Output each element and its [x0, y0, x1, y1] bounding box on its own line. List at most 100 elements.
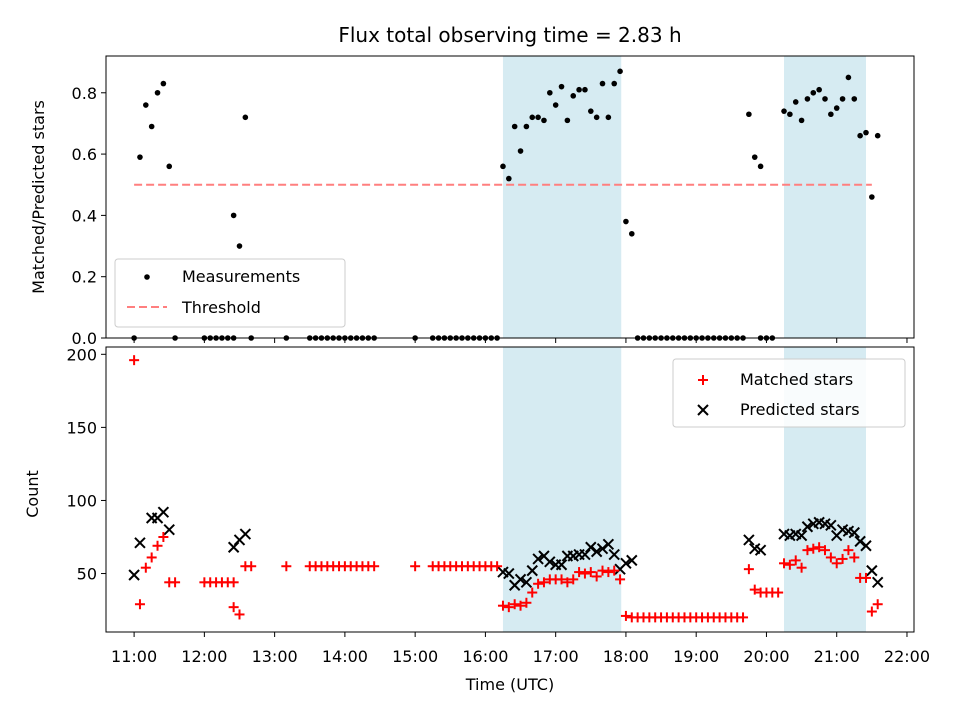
legend-predicted-label: Predicted stars — [740, 400, 860, 419]
matched-point — [802, 545, 813, 556]
measurement-point — [851, 96, 858, 102]
matched-point — [527, 587, 538, 598]
legend-matched-label: Matched stars — [740, 370, 853, 389]
measurement-point — [623, 218, 629, 225]
measurement-point — [751, 154, 758, 160]
matched-point — [579, 568, 590, 579]
figure-title: Flux total observing time = 2.83 h — [338, 23, 681, 47]
ratio-panel-frame — [105, 55, 915, 339]
predicted-point — [585, 541, 597, 553]
matched-point — [609, 565, 620, 576]
matched-point — [738, 612, 749, 623]
measurement-point — [839, 96, 846, 102]
matched-point — [281, 561, 292, 572]
predicted-point — [620, 557, 632, 570]
predicted-point — [579, 548, 591, 561]
measurement-point — [822, 96, 828, 102]
matched-point — [808, 543, 819, 554]
count-panel-frame — [105, 346, 915, 633]
predicted-point — [503, 567, 515, 580]
measurement-point — [810, 89, 817, 96]
predicted-point — [602, 538, 615, 551]
measurement-point — [787, 111, 793, 118]
legend-threshold-label: Threshold — [181, 298, 261, 317]
matched-point — [831, 558, 842, 569]
matched-point — [410, 561, 421, 572]
matched-point — [866, 606, 877, 617]
measurement-point — [863, 129, 869, 136]
ratio-y-axis-label: Matched/Predicted stars — [29, 100, 48, 294]
count-panel: 11:00 12:00 13:00 14:00 15:00 16:00 17:00 18:00… — [23, 345, 930, 694]
matched-point — [743, 564, 754, 575]
x-tick-label: 17:00 — [533, 647, 579, 666]
predicted-point — [532, 553, 544, 565]
matched-point — [749, 584, 760, 595]
predicted-point — [239, 528, 252, 540]
predicted-point — [514, 573, 527, 586]
measurement-point — [166, 163, 173, 170]
measurement-point — [874, 132, 881, 139]
matched-point — [140, 562, 151, 573]
predicted-point — [825, 519, 837, 532]
measurement-point — [506, 175, 512, 182]
measurement-point — [611, 80, 618, 87]
measurement-point — [523, 123, 530, 130]
matched-point — [538, 577, 549, 588]
predicted-point — [544, 556, 556, 568]
predicted-point — [555, 559, 568, 571]
matched-point — [152, 540, 163, 551]
measurement-point — [576, 86, 582, 93]
measurement-point — [535, 114, 541, 121]
matched-point — [585, 567, 596, 578]
matched-point — [503, 602, 514, 613]
ratio-legend: Measurements Threshold — [114, 258, 346, 328]
matched-point — [170, 577, 181, 588]
measurement-point — [804, 96, 811, 102]
matched-point — [591, 571, 602, 582]
count-y-axis-label: Count — [23, 470, 42, 518]
legend-measurements-marker — [144, 274, 150, 280]
measurement-point — [588, 108, 594, 114]
count-y-tick-label: 200 — [66, 345, 97, 364]
matched-point — [568, 574, 579, 585]
measurement-point — [511, 123, 518, 130]
predicted-point — [227, 541, 240, 553]
ratio-y-tick-label: 0.8 — [72, 84, 97, 103]
x-tick-label: 22:00 — [884, 647, 930, 666]
ratio-legend-box — [114, 258, 346, 328]
matched-point — [134, 599, 145, 610]
x-tick-label: 12:00 — [181, 647, 227, 666]
measurement-point — [160, 80, 167, 87]
predicted-point — [866, 564, 878, 577]
matched-point — [246, 561, 257, 572]
x-tick-label: 19:00 — [673, 647, 719, 666]
predicted-point — [871, 576, 884, 589]
predicted-point — [128, 569, 140, 581]
matched-point — [515, 600, 526, 611]
matched-point — [597, 565, 608, 576]
measurement-point — [517, 148, 524, 154]
matched-point — [146, 552, 157, 563]
measurement-point — [792, 99, 799, 105]
matched-point — [620, 610, 631, 621]
matched-point — [234, 609, 245, 620]
matched-point — [129, 355, 140, 366]
predicted-point — [754, 544, 767, 556]
matched-point — [825, 552, 836, 563]
legend-predicted-marker — [697, 404, 709, 416]
matched-point — [533, 578, 544, 589]
count-y-tick-label: 150 — [66, 418, 97, 437]
measurement-point — [552, 102, 559, 108]
ratio-y-tick-label: 0.6 — [72, 145, 97, 164]
x-tick-label: 21:00 — [814, 647, 860, 666]
measurement-point — [833, 105, 840, 111]
matched-point — [509, 599, 520, 610]
legend-predicted-glyph — [697, 404, 709, 416]
matched-point — [228, 577, 239, 588]
measurement-point — [148, 123, 155, 130]
measurement-point — [570, 93, 577, 99]
x-tick-label: 18:00 — [603, 647, 649, 666]
matched-point — [796, 562, 807, 573]
matched-point — [574, 567, 585, 578]
